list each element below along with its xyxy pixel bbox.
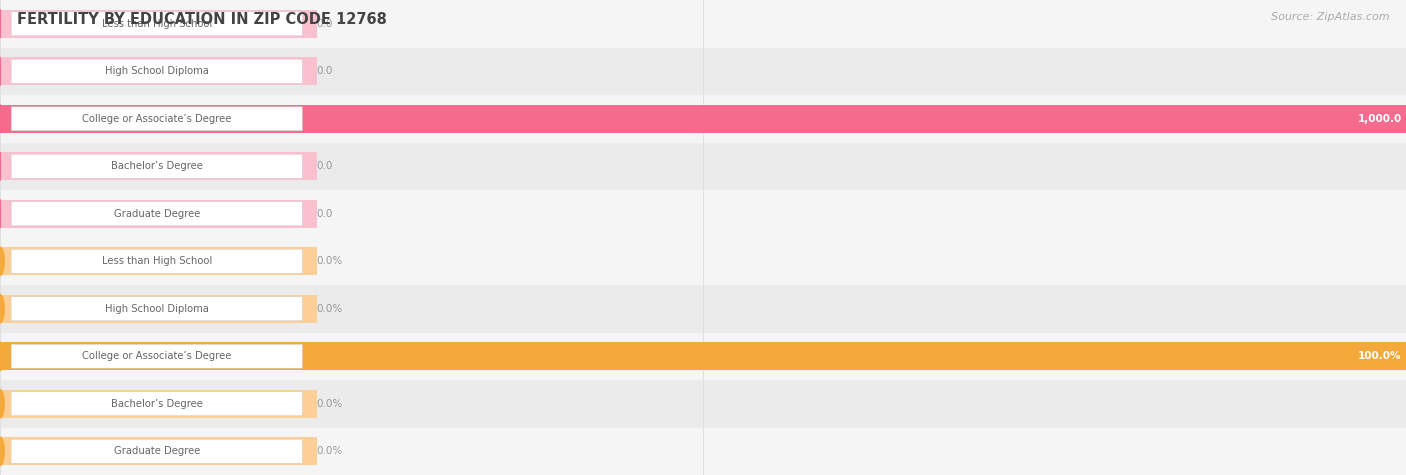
Bar (0, 380, 1406, 428)
Text: College or Associate’s Degree: College or Associate’s Degree (82, 114, 232, 124)
Bar (0, 200, 318, 228)
Bar (0, 437, 318, 465)
Circle shape (0, 294, 4, 323)
Bar (0, 342, 1406, 370)
Bar (0, 142, 1406, 190)
Bar (0, 238, 1406, 285)
Bar (0, 0, 1406, 48)
Text: 0.0: 0.0 (316, 66, 333, 76)
Bar (0, 390, 318, 418)
FancyBboxPatch shape (11, 297, 302, 321)
Text: Bachelor’s Degree: Bachelor’s Degree (111, 161, 202, 171)
FancyBboxPatch shape (11, 59, 302, 83)
FancyBboxPatch shape (11, 12, 302, 36)
Text: Less than High School: Less than High School (101, 256, 212, 266)
Bar (0, 48, 1406, 95)
FancyBboxPatch shape (11, 344, 302, 368)
Bar (0, 247, 318, 275)
Text: Graduate Degree: Graduate Degree (114, 209, 200, 219)
FancyBboxPatch shape (11, 107, 302, 131)
Circle shape (0, 342, 4, 370)
Bar (0, 428, 1406, 475)
Text: 0.0: 0.0 (316, 161, 333, 171)
Bar (0, 57, 318, 85)
Text: 0.0: 0.0 (316, 19, 333, 29)
Bar (0, 152, 318, 180)
Circle shape (0, 247, 4, 276)
Text: 0.0%: 0.0% (316, 446, 343, 456)
Text: 0.0%: 0.0% (316, 399, 343, 409)
Text: 0.0: 0.0 (316, 209, 333, 219)
Bar (0, 105, 1406, 133)
Bar (0, 10, 318, 38)
Text: High School Diploma: High School Diploma (105, 304, 208, 314)
Text: FERTILITY BY EDUCATION IN ZIP CODE 12768: FERTILITY BY EDUCATION IN ZIP CODE 12768 (17, 12, 387, 27)
FancyBboxPatch shape (11, 439, 302, 463)
Text: Graduate Degree: Graduate Degree (114, 446, 200, 456)
Bar (0, 285, 1406, 332)
FancyBboxPatch shape (11, 202, 302, 226)
Text: 0.0%: 0.0% (316, 256, 343, 266)
Text: Less than High School: Less than High School (101, 19, 212, 29)
Bar (0, 332, 1406, 380)
Bar (0, 95, 1406, 142)
Circle shape (0, 390, 4, 418)
FancyBboxPatch shape (11, 392, 302, 416)
Text: Bachelor’s Degree: Bachelor’s Degree (111, 399, 202, 409)
Bar (0, 295, 318, 323)
Bar (0, 190, 1406, 238)
Text: 0.0%: 0.0% (316, 304, 343, 314)
Text: High School Diploma: High School Diploma (105, 66, 208, 76)
Text: College or Associate’s Degree: College or Associate’s Degree (82, 351, 232, 361)
Text: Source: ZipAtlas.com: Source: ZipAtlas.com (1271, 12, 1389, 22)
FancyBboxPatch shape (11, 154, 302, 178)
Text: 100.0%: 100.0% (1358, 351, 1402, 361)
Circle shape (0, 437, 4, 466)
Text: 1,000.0: 1,000.0 (1358, 114, 1402, 124)
FancyBboxPatch shape (11, 249, 302, 273)
